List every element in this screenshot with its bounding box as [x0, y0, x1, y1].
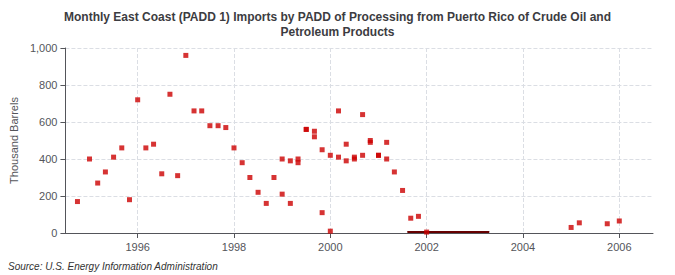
svg-text:200: 200 — [39, 190, 57, 202]
svg-text:1996: 1996 — [125, 241, 149, 253]
svg-text:1998: 1998 — [222, 241, 246, 253]
svg-text:600: 600 — [39, 116, 57, 128]
svg-text:2004: 2004 — [511, 241, 535, 253]
svg-text:1,000: 1,000 — [30, 42, 58, 54]
svg-text:Monthly East Coast (PADD 1) Im: Monthly East Coast (PADD 1) Imports by P… — [64, 10, 611, 24]
svg-text:2002: 2002 — [414, 241, 438, 253]
svg-text:2006: 2006 — [607, 241, 631, 253]
svg-text:800: 800 — [39, 79, 57, 91]
svg-text:Thousand Barrels: Thousand Barrels — [8, 97, 20, 184]
svg-text:400: 400 — [39, 153, 57, 165]
svg-text:Petroleum Products: Petroleum Products — [280, 25, 394, 39]
svg-text:0: 0 — [51, 227, 57, 239]
svg-text:2000: 2000 — [318, 241, 342, 253]
svg-text:Source: U.S. Energy Informatio: Source: U.S. Energy Information Administ… — [8, 261, 218, 272]
